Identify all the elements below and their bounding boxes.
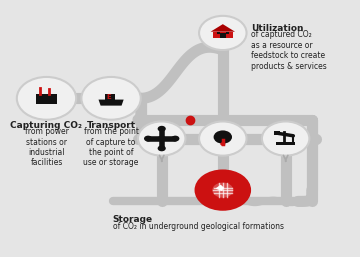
Text: of CO₂ in underground geological formations: of CO₂ in underground geological formati… bbox=[113, 222, 284, 231]
Circle shape bbox=[171, 136, 179, 142]
Circle shape bbox=[199, 122, 247, 156]
Circle shape bbox=[138, 122, 185, 156]
Text: from the point
of capture to
the point of
use or storage: from the point of capture to the point o… bbox=[84, 127, 139, 168]
Polygon shape bbox=[211, 24, 235, 32]
Text: of captured CO₂
as a resource or
feedstock to create
products & services: of captured CO₂ as a resource or feedsto… bbox=[251, 30, 327, 71]
Circle shape bbox=[144, 136, 152, 142]
Text: Storage: Storage bbox=[113, 215, 153, 224]
Circle shape bbox=[199, 16, 247, 50]
Circle shape bbox=[195, 170, 250, 210]
Circle shape bbox=[158, 126, 166, 132]
Circle shape bbox=[158, 136, 166, 142]
Bar bbox=[105, 94, 115, 99]
Text: Transport: Transport bbox=[86, 121, 136, 130]
Circle shape bbox=[158, 145, 166, 151]
Text: from power
stations or
industrial
facilities: from power stations or industrial facili… bbox=[24, 127, 68, 168]
Polygon shape bbox=[99, 99, 123, 106]
Bar bbox=[226, 32, 229, 34]
Circle shape bbox=[220, 142, 225, 146]
Polygon shape bbox=[215, 185, 224, 191]
Bar bbox=[216, 32, 220, 34]
Text: Capturing CO₂: Capturing CO₂ bbox=[10, 121, 82, 130]
Bar bbox=[213, 32, 233, 38]
Text: Utilization: Utilization bbox=[251, 24, 303, 33]
Bar bbox=[276, 142, 295, 145]
Circle shape bbox=[213, 130, 232, 144]
Text: E: E bbox=[107, 94, 111, 100]
Bar bbox=[274, 131, 280, 135]
Bar bbox=[36, 94, 57, 104]
Circle shape bbox=[17, 77, 76, 120]
Circle shape bbox=[262, 122, 309, 156]
Circle shape bbox=[81, 77, 141, 120]
Bar bbox=[220, 33, 226, 38]
Circle shape bbox=[212, 182, 233, 198]
